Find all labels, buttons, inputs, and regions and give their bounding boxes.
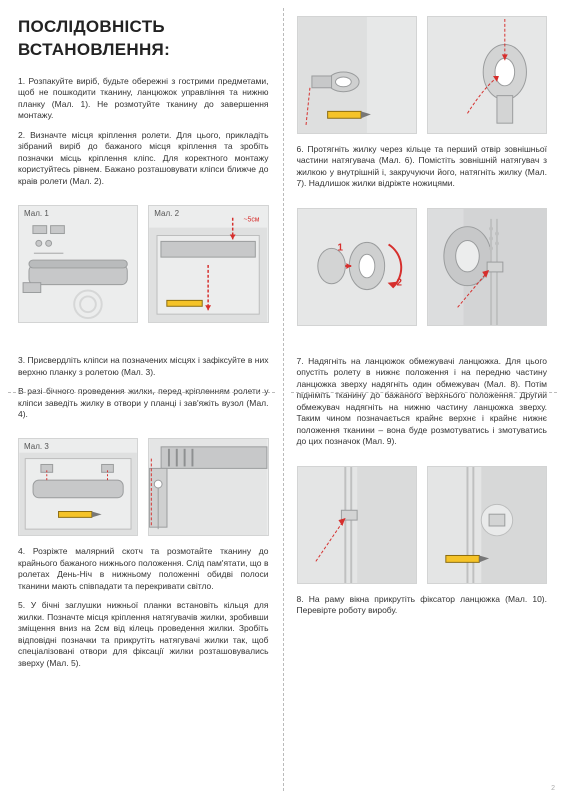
step-3a: 3. Присвердліть кліпси на позначених міс… — [18, 355, 269, 378]
figure-9: Мал. 9 — [297, 466, 417, 584]
fig-row-2: Мал. 3 Мал. 4 — [18, 438, 269, 536]
figure-6: Мал. 6 — [427, 16, 547, 134]
horizontal-divider-right — [291, 392, 558, 393]
step-4: 4. Розріжте малярний скотч та розмотайте… — [18, 546, 269, 592]
left-column: ПОСЛІДОВНІСТЬ ВСТАНОВЛЕННЯ: 1. Розпакуйт… — [0, 0, 283, 799]
figure-8: Мал. 8 — [427, 208, 547, 326]
figure-3: Мал. 3 — [18, 438, 138, 536]
step-2: 2. Визначте місця кріплення ролети. Для … — [18, 130, 269, 187]
figure-10: Мал. 10 — [427, 466, 547, 584]
fig-row-3: Мал. 5 Мал. 6 — [297, 16, 548, 134]
fig-row-1: Мал. 1 Мал. 2 — [18, 205, 269, 323]
step-7: 7. Надягніть на ланцюжок обмежувачі ланц… — [297, 356, 548, 448]
figure-4: Мал. 4 — [148, 438, 268, 536]
figure-6-svg — [428, 17, 546, 133]
vertical-divider — [283, 8, 284, 791]
figure-4-svg — [149, 439, 267, 535]
figure-5: Мал. 5 — [297, 16, 417, 134]
step-8: 8. На раму вікна прикрутіть фіксатор лан… — [297, 594, 548, 617]
figure-9-svg — [298, 467, 416, 583]
figure-1-svg — [19, 206, 137, 322]
step-6: 6. Протягніть жилку через кільце та перш… — [297, 144, 548, 190]
page-number: 2 — [551, 784, 555, 793]
figure-2: Мал. 2 ~5см — [148, 205, 268, 323]
page-title: ПОСЛІДОВНІСТЬ ВСТАНОВЛЕННЯ: — [18, 16, 269, 62]
figure-8-svg — [428, 209, 546, 325]
figure-3-svg — [19, 439, 137, 535]
svg-text:~5см: ~5см — [244, 217, 260, 224]
svg-text:1: 1 — [337, 242, 343, 253]
fig-row-4: Мал. 7 1 2 Мал. 8 — [297, 208, 548, 326]
fig-row-5: Мал. 9 Мал. 10 — [297, 466, 548, 584]
right-column: Мал. 5 Мал. 6 — [283, 0, 565, 799]
step-5: 5. У бічні заглушки нижньої планки встан… — [18, 600, 269, 669]
step-1: 1. Розпакуйте виріб, будьте обережні з г… — [18, 76, 269, 122]
figure-5-svg — [298, 17, 416, 133]
figure-10-svg — [428, 467, 546, 583]
figure-7-svg: 1 2 — [298, 209, 416, 325]
horizontal-divider-left — [8, 392, 275, 393]
figure-1: Мал. 1 — [18, 205, 138, 323]
svg-text:2: 2 — [396, 278, 402, 289]
figure-7: Мал. 7 1 2 — [297, 208, 417, 326]
figure-2-svg: ~5см — [149, 206, 267, 322]
